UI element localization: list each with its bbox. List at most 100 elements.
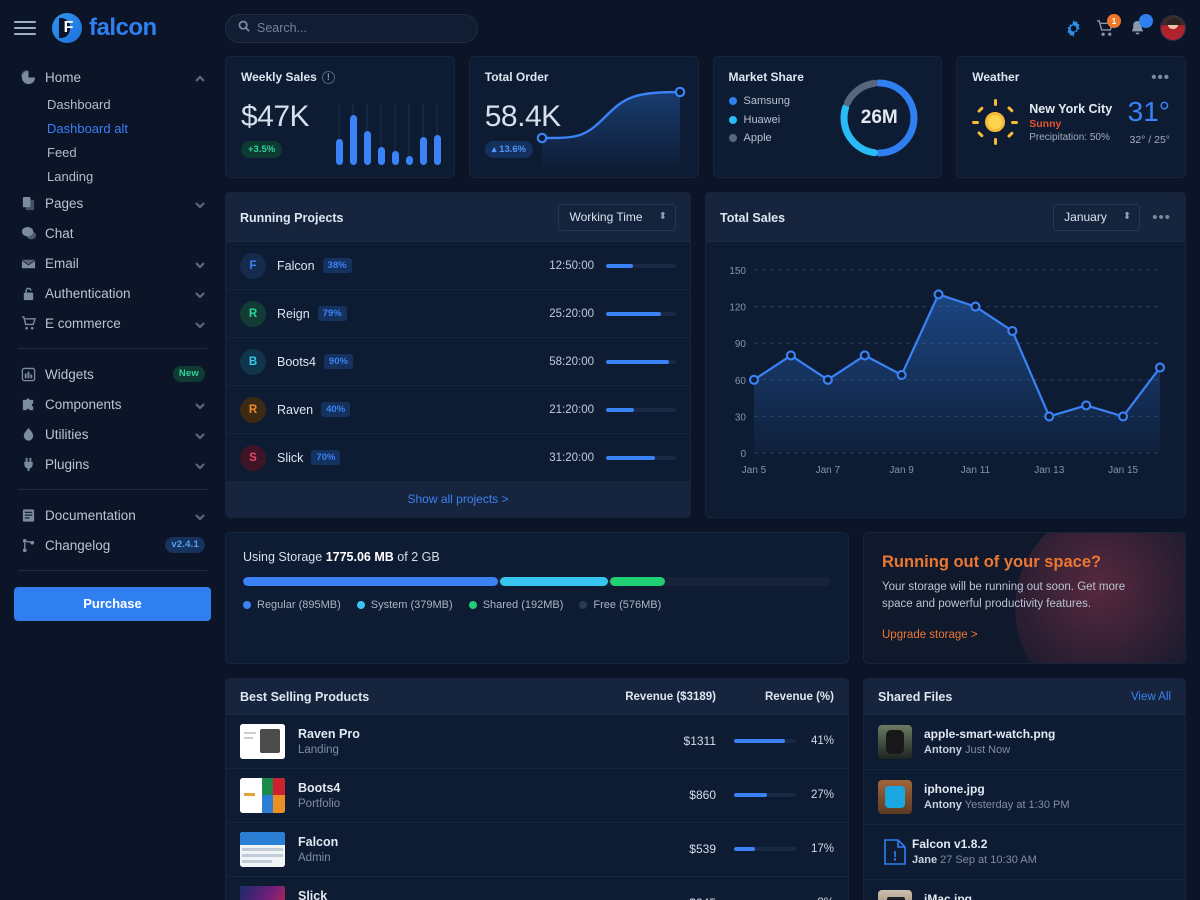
data-point[interactable] — [1081, 400, 1092, 411]
table-row[interactable]: Boots4 Portfolio $860 27% — [226, 769, 848, 823]
sidebar-item-utilities[interactable]: Utilities — [14, 419, 211, 449]
sidebar-item-plugins[interactable]: Plugins — [14, 449, 211, 479]
data-point[interactable] — [859, 350, 870, 361]
chevron-down-icon[interactable] — [195, 258, 205, 269]
list-item[interactable]: iphone.jpg Antony Yesterday at 1:30 PM — [864, 770, 1185, 825]
project-row[interactable]: R Raven 40% 21:20:00 — [226, 386, 690, 434]
bar-item — [335, 103, 343, 165]
legend-label: Samsung — [743, 95, 790, 107]
project-name: Boots4 — [277, 354, 316, 369]
hamburger-menu-icon[interactable] — [14, 21, 36, 35]
working-time-select[interactable]: Working Time ⬍ — [558, 204, 676, 231]
data-point[interactable] — [933, 289, 944, 300]
project-time: 12:50:00 — [549, 259, 594, 272]
chevron-down-icon[interactable] — [195, 318, 205, 329]
sidebar-item-dashboard[interactable]: Dashboard — [47, 96, 111, 112]
sidebar-item-pages[interactable]: Pages — [14, 188, 211, 218]
show-all-projects-link[interactable]: Show all projects > — [226, 482, 690, 517]
view-all-link[interactable]: View All — [1130, 690, 1171, 703]
bar-item — [405, 103, 413, 165]
chevron-down-icon[interactable] — [195, 429, 205, 440]
list-item[interactable]: apple-smart-watch.png Antony Just Now — [864, 715, 1185, 770]
data-point[interactable] — [970, 301, 981, 312]
month-select[interactable]: January ⬍ — [1053, 204, 1141, 231]
avatar[interactable] — [1160, 15, 1186, 41]
search-input[interactable] — [257, 21, 465, 35]
sidebar-item-changelog[interactable]: Changelog v2.4.1 — [14, 530, 211, 560]
project-row[interactable]: R Reign 79% 25:20:00 — [226, 290, 690, 338]
table-row[interactable]: Falcon Admin $539 17% — [226, 823, 848, 877]
data-point[interactable] — [896, 369, 907, 380]
data-point[interactable] — [1118, 411, 1129, 422]
sidebar-item-chat[interactable]: Chat — [14, 218, 211, 248]
sidebar-item-landing[interactable]: Landing — [47, 168, 94, 184]
total-order-value: 58.4K — [484, 100, 561, 133]
data-point[interactable] — [785, 350, 796, 361]
shopping-cart-icon[interactable]: 1 — [1096, 13, 1121, 38]
brand-logo-group[interactable]: F falcon — [52, 13, 157, 43]
chevron-down-icon[interactable] — [195, 459, 205, 470]
chevron-down-icon[interactable] — [195, 288, 205, 299]
ellipsis-icon[interactable]: ••• — [1151, 68, 1170, 86]
project-time: 31:20:00 — [549, 451, 594, 464]
book-icon — [20, 507, 36, 523]
ellipsis-icon[interactable]: ••• — [1152, 209, 1171, 226]
gear-icon[interactable] — [1064, 19, 1083, 38]
upgrade-storage-link[interactable]: Upgrade storage > — [882, 628, 978, 641]
purchase-button[interactable]: Purchase — [14, 587, 211, 621]
project-progress-fill — [606, 263, 633, 268]
storage-segment — [666, 577, 831, 586]
sidebar-item-label: Widgets — [45, 366, 94, 382]
sidebar-item-documentation[interactable]: Documentation — [14, 500, 211, 530]
sidebar-item-label: Utilities — [45, 426, 89, 442]
projects-sales-row: Running Projects Working Time ⬍ F Falcon… — [225, 192, 1186, 518]
kpi-row: Weekly Sales ! $47K +3.5% — [225, 56, 1186, 178]
bar-item — [433, 103, 441, 165]
legend-item: Shared (192MB) — [468, 599, 563, 611]
data-point[interactable] — [1007, 325, 1018, 337]
list-item[interactable]: Falcon v1.8.2 Jane 27 Sep at 10:30 AM — [864, 825, 1185, 880]
sidebar-item-email[interactable]: Email — [14, 248, 211, 278]
data-point[interactable] — [822, 374, 833, 385]
table-row[interactable]: Raven Pro Landing $1311 41% — [226, 715, 848, 769]
sidebar-item-authentication[interactable]: Authentication — [14, 278, 211, 308]
list-item[interactable]: iMac.jpg Rowen 23 Sep at 6:10 PM — [864, 880, 1185, 900]
card-weather: Weather ••• — [956, 56, 1186, 178]
imac-thumb — [878, 889, 912, 900]
project-progress-fill — [606, 455, 655, 460]
data-point[interactable] — [1044, 411, 1055, 422]
project-row[interactable]: B Boots4 90% 58:20:00 — [226, 338, 690, 386]
chevron-down-icon[interactable] — [195, 510, 205, 521]
weather-title: Weather — [972, 70, 1020, 84]
product-percent: 27% — [810, 789, 834, 801]
cart-badge-count: 1 — [1107, 13, 1121, 28]
products-header: Best Selling Products Revenue ($3189) Re… — [226, 678, 848, 715]
file-name: Falcon v1.8.2 — [912, 837, 988, 851]
promo-heading: Running out of your space? — [882, 553, 1102, 571]
data-point[interactable] — [748, 374, 760, 385]
sidebar-item-ecommerce[interactable]: E commerce — [14, 308, 211, 338]
project-row[interactable]: S Slick 70% 31:20:00 — [226, 434, 690, 482]
chevron-down-icon[interactable] — [195, 399, 205, 410]
chevron-up-icon[interactable] — [195, 72, 205, 82]
bar-item — [363, 103, 371, 165]
total-order-change-badge: ▴ 13.6% — [484, 141, 534, 158]
project-row[interactable]: F Falcon 38% 12:50:00 — [226, 242, 690, 290]
bell-icon[interactable] — [1128, 13, 1153, 38]
chevron-down-icon[interactable] — [195, 198, 205, 209]
card-upgrade-promo: Running out of your space? Your storage … — [863, 532, 1186, 664]
logo-letter: F — [63, 19, 74, 36]
search-box[interactable] — [225, 13, 478, 43]
bar-item — [349, 103, 357, 165]
sidebar-item-feed[interactable]: Feed — [47, 144, 77, 160]
info-icon[interactable]: ! — [321, 70, 335, 84]
data-point[interactable] — [1154, 362, 1166, 373]
weather-info: New York City Sunny Precipitation: 50% — [1029, 102, 1112, 143]
sidebar-item-home[interactable]: Home — [14, 62, 211, 92]
table-row[interactable]: Slick Builder $245 8% — [226, 877, 848, 900]
sidebar-item-components[interactable]: Components — [14, 389, 211, 419]
sidebar-item-widgets[interactable]: Widgets New — [14, 359, 211, 389]
sidebar-item-dashboard-alt[interactable]: Dashboard alt — [47, 120, 128, 136]
total-sales-controls: January ⬍ ••• — [1053, 204, 1171, 231]
sidebar-item-label: Changelog — [45, 537, 111, 553]
